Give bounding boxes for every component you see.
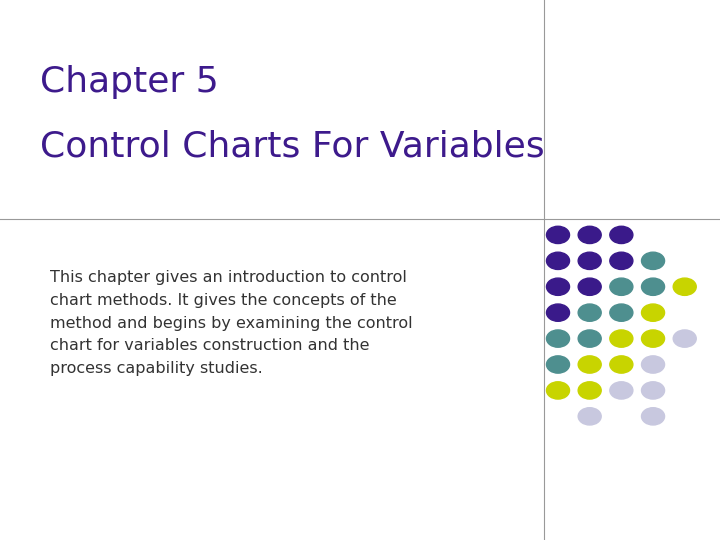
Circle shape bbox=[546, 330, 570, 347]
Circle shape bbox=[546, 252, 570, 269]
Circle shape bbox=[578, 382, 601, 399]
Circle shape bbox=[642, 408, 665, 425]
Circle shape bbox=[610, 330, 633, 347]
Circle shape bbox=[673, 278, 696, 295]
Text: Chapter 5: Chapter 5 bbox=[40, 65, 218, 99]
Circle shape bbox=[642, 382, 665, 399]
Circle shape bbox=[642, 330, 665, 347]
Circle shape bbox=[610, 226, 633, 244]
Circle shape bbox=[546, 226, 570, 244]
Circle shape bbox=[546, 382, 570, 399]
Circle shape bbox=[546, 356, 570, 373]
Circle shape bbox=[610, 356, 633, 373]
Circle shape bbox=[578, 330, 601, 347]
Circle shape bbox=[546, 278, 570, 295]
Circle shape bbox=[642, 304, 665, 321]
Circle shape bbox=[578, 252, 601, 269]
Circle shape bbox=[610, 252, 633, 269]
Circle shape bbox=[673, 330, 696, 347]
Circle shape bbox=[578, 356, 601, 373]
Circle shape bbox=[610, 304, 633, 321]
Circle shape bbox=[610, 382, 633, 399]
Text: Control Charts For Variables: Control Charts For Variables bbox=[40, 130, 544, 164]
Circle shape bbox=[578, 226, 601, 244]
Circle shape bbox=[642, 252, 665, 269]
Circle shape bbox=[578, 304, 601, 321]
Circle shape bbox=[546, 304, 570, 321]
Circle shape bbox=[578, 408, 601, 425]
Text: This chapter gives an introduction to control
chart methods. It gives the concep: This chapter gives an introduction to co… bbox=[50, 270, 413, 376]
Circle shape bbox=[610, 278, 633, 295]
Circle shape bbox=[642, 278, 665, 295]
Circle shape bbox=[642, 356, 665, 373]
Circle shape bbox=[578, 278, 601, 295]
